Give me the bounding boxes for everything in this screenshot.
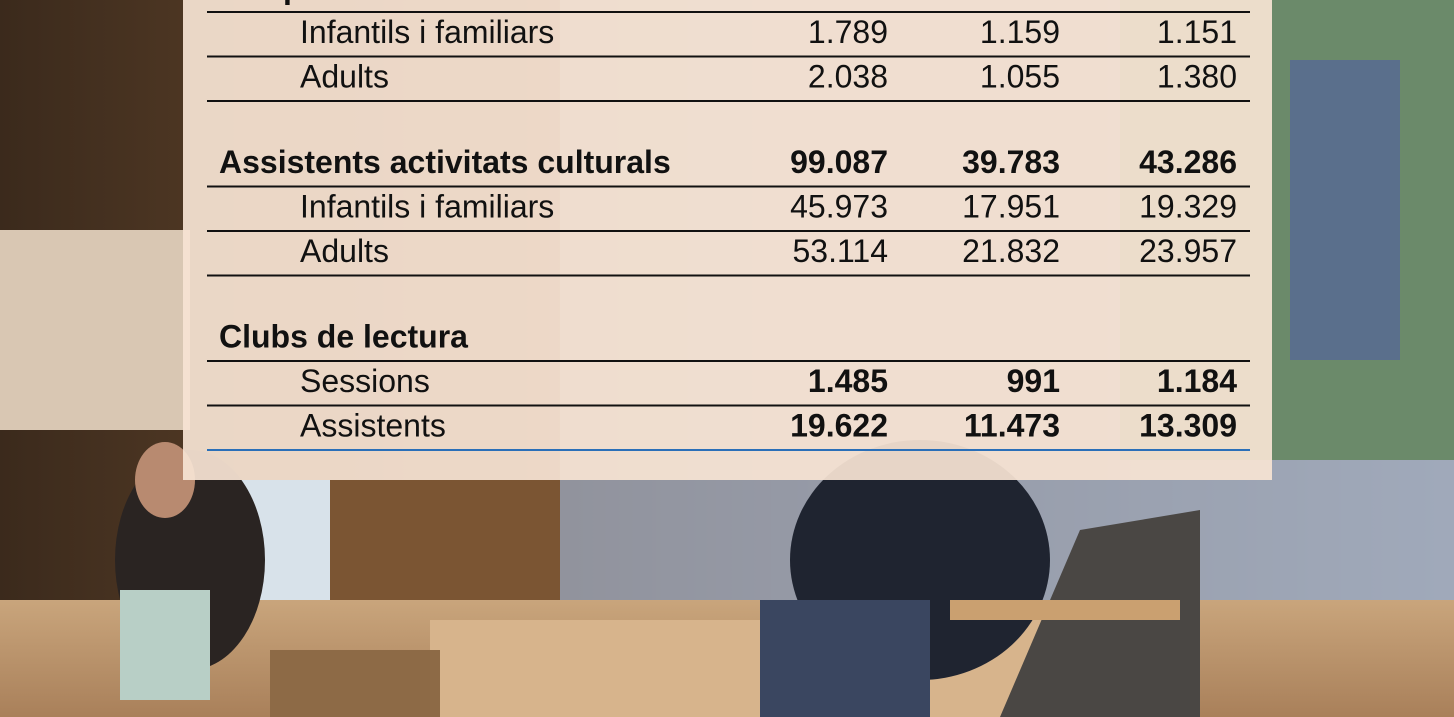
row-label: Sessions [300, 363, 430, 399]
cell-value: 1.151 [1157, 14, 1237, 50]
cell-value: 53.114 [793, 233, 889, 269]
cell-value: 1.159 [980, 14, 1060, 50]
row-label: Adults [300, 58, 389, 94]
row-label: Adults [300, 233, 389, 269]
cell-value: 991 [1007, 363, 1060, 399]
row-label: Infantils i familiars [300, 14, 554, 50]
cell-value: 11.473 [964, 407, 1060, 443]
cell-value: 1.184 [1157, 363, 1237, 399]
cell-value: 1.380 [1157, 58, 1237, 94]
cell-value: 2.038 [808, 58, 888, 94]
table-panel [183, 0, 1272, 480]
cell-value: 1.055 [980, 58, 1060, 94]
cell-value: 1.485 [808, 363, 888, 399]
cell-value: 19.329 [1139, 188, 1237, 224]
cell-value: 13.309 [1139, 407, 1237, 443]
cell-value: 45.973 [790, 188, 888, 224]
row-label: Infantils i familiars [300, 188, 554, 224]
cell-value: 17.951 [962, 188, 1060, 224]
section-value: 99.087 [790, 144, 888, 180]
section-value: 43.286 [1139, 144, 1237, 180]
row-label: Assistents [300, 407, 446, 443]
section-value: 39.783 [962, 144, 1060, 180]
cell-value: 1.789 [808, 14, 888, 50]
section-title: Clubs de lectura [219, 318, 468, 354]
cell-value: 23.957 [1139, 233, 1237, 269]
cell-value: 19.622 [790, 407, 888, 443]
section-title: Assistents activitats culturals [219, 144, 671, 180]
cell-value: 21.832 [962, 233, 1060, 269]
section-title: i de promoció lectura [219, 0, 543, 5]
